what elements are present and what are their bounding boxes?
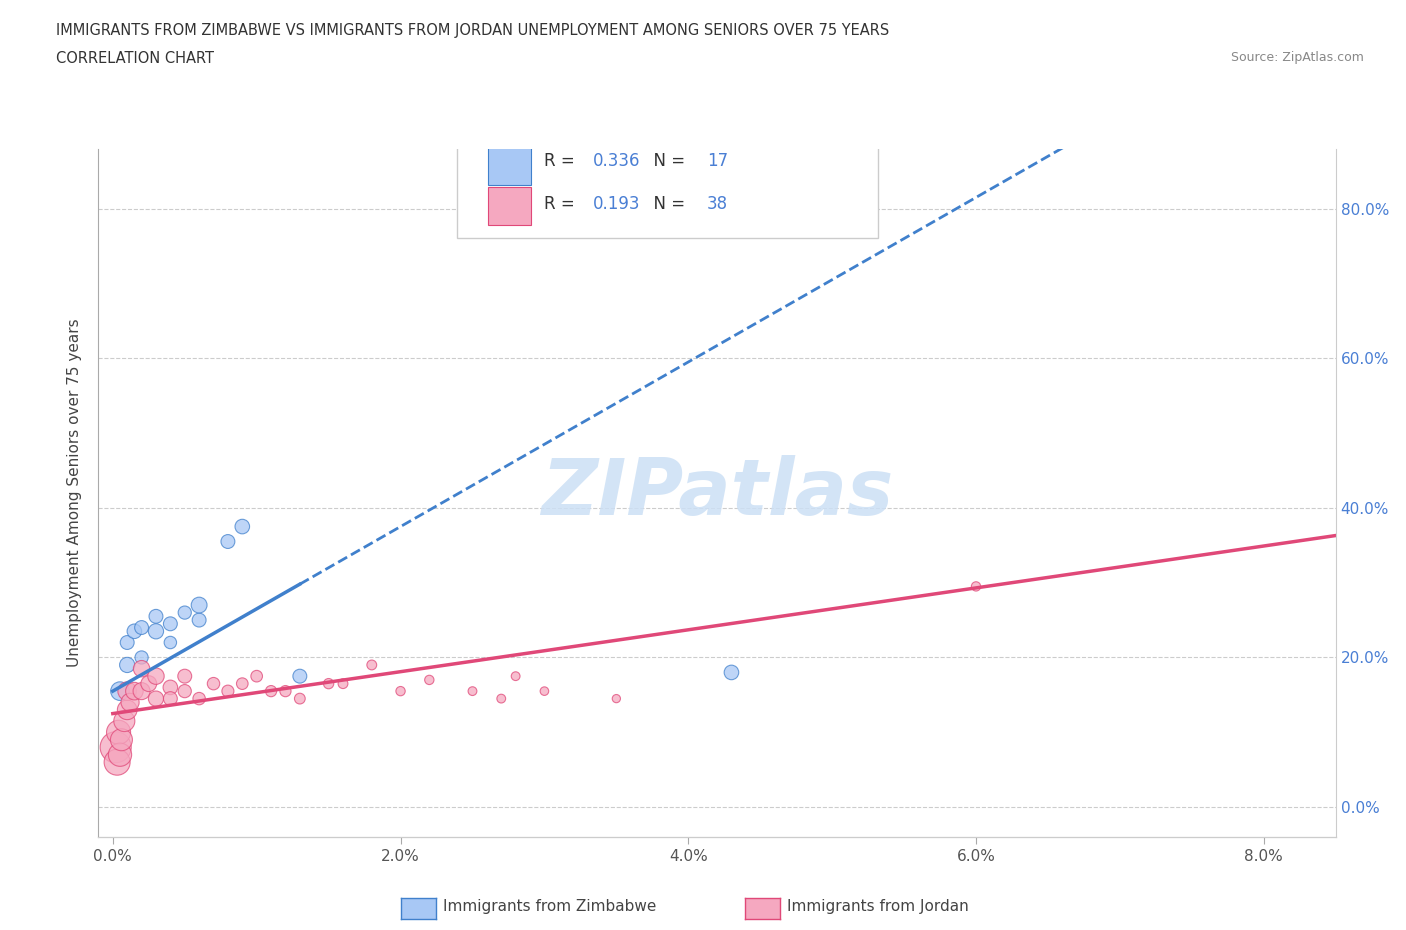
Point [159,635,181,650]
Text: ZIPatlas: ZIPatlas [541,455,893,531]
Point [217,684,239,698]
Text: Immigrants from Jordan: Immigrants from Jordan [787,899,969,914]
Point [104,739,127,754]
Text: N =: N = [643,153,690,170]
Point [124,624,146,639]
Point [108,748,131,763]
Point [188,691,211,706]
Point [188,613,211,628]
Text: 38: 38 [707,195,728,213]
Text: Immigrants from Zimbabwe: Immigrants from Zimbabwe [443,899,657,914]
Point [389,684,412,698]
Point [159,691,181,706]
Point [605,691,627,706]
Point [260,684,283,698]
Point [231,676,253,691]
Point [332,676,354,691]
Point [461,684,484,698]
Point [124,684,146,698]
Point [720,665,742,680]
Point [202,676,225,691]
Point [159,617,181,631]
Point [159,680,181,695]
Point [107,724,129,739]
Point [120,695,142,710]
Point [246,669,269,684]
Point [131,620,153,635]
Point [173,669,195,684]
Point [108,684,131,698]
Point [138,676,160,691]
Text: 0.193: 0.193 [593,195,641,213]
Text: CORRELATION CHART: CORRELATION CHART [56,51,214,66]
Point [231,519,253,534]
Point [418,672,440,687]
Y-axis label: Unemployment Among Seniors over 75 years: Unemployment Among Seniors over 75 years [67,319,83,667]
Point [131,650,153,665]
Point [115,658,138,672]
Text: R =: R = [544,195,579,213]
Point [131,684,153,698]
Point [965,579,987,594]
Text: Source: ZipAtlas.com: Source: ZipAtlas.com [1230,51,1364,64]
FancyBboxPatch shape [457,128,877,238]
Point [110,732,132,747]
Point [112,713,135,728]
Point [115,684,138,698]
Point [145,669,167,684]
Point [533,684,555,698]
Point [173,684,195,698]
Point [217,534,239,549]
Point [505,669,527,684]
Text: N =: N = [643,195,690,213]
FancyBboxPatch shape [488,147,531,184]
Point [115,635,138,650]
Point [288,669,311,684]
Point [131,661,153,676]
Text: 17: 17 [707,153,728,170]
Point [318,676,340,691]
Point [491,691,513,706]
Text: 0.336: 0.336 [593,153,641,170]
Point [360,658,382,672]
Point [145,624,167,639]
FancyBboxPatch shape [488,187,531,224]
Point [145,691,167,706]
Text: R =: R = [544,153,579,170]
Point [274,684,297,698]
Point [145,609,167,624]
Point [115,702,138,717]
Point [188,598,211,613]
Text: IMMIGRANTS FROM ZIMBABWE VS IMMIGRANTS FROM JORDAN UNEMPLOYMENT AMONG SENIORS OV: IMMIGRANTS FROM ZIMBABWE VS IMMIGRANTS F… [56,23,890,38]
Point [105,755,128,770]
Point [288,691,311,706]
Point [173,605,195,620]
